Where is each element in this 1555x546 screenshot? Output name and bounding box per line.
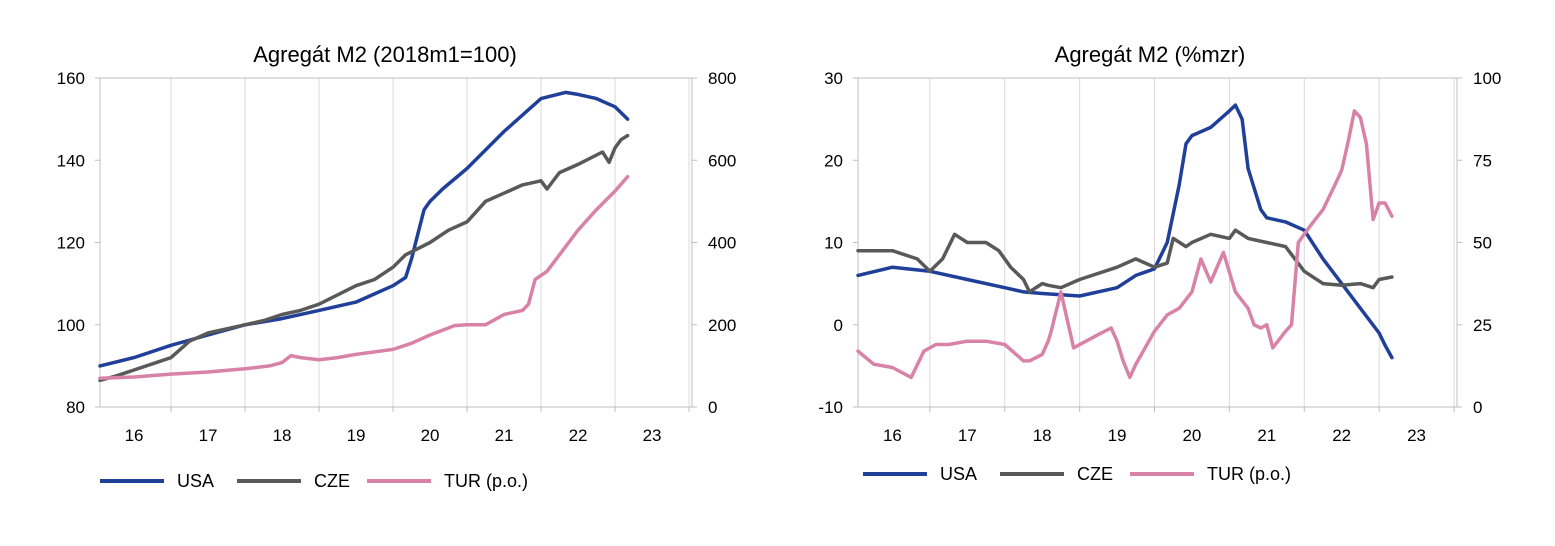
chart-panel-m2-index: Agregát M2 (2018m1=100) 80 100 120 140 160 0 2… — [57, 42, 737, 491]
y2-tick-label: 25 — [1473, 316, 1492, 335]
x-tick-label: 20 — [421, 426, 440, 445]
x-tick-label: 23 — [1407, 426, 1426, 445]
y-tick-label: 140 — [57, 151, 85, 170]
x-tick-label: 20 — [1182, 426, 1201, 445]
x-tick-label: 17 — [958, 426, 977, 445]
y-tick-label: 100 — [57, 316, 85, 335]
y2-tick-label: 0 — [708, 398, 717, 417]
x-tick-label: 21 — [495, 426, 514, 445]
y2-tick-label: 600 — [708, 151, 736, 170]
legend-label-usa: USA — [177, 471, 214, 491]
series-line-tur — [856, 109, 1394, 380]
x-tick-label: 22 — [1332, 426, 1351, 445]
x-tick-label: 16 — [125, 426, 144, 445]
y2-tick-label: 0 — [1473, 398, 1482, 417]
y2-tick-label: 200 — [708, 316, 736, 335]
legend-label-usa: USA — [940, 464, 977, 484]
y-tick-label: 80 — [66, 398, 85, 417]
series-line-tur — [98, 174, 630, 380]
y-tick-label: -10 — [818, 398, 843, 417]
plot-frame — [99, 77, 693, 408]
x-tick-label: 17 — [199, 426, 218, 445]
legend-label-cze: CZE — [314, 471, 350, 491]
series-line-usa — [856, 103, 1394, 360]
chart-panel-m2-growth: Agregát M2 (%mzr) -10 0 10 20 30 0 25 50 75 100 16… — [818, 42, 1501, 484]
y2-tick-label: 100 — [1473, 69, 1501, 88]
x-tick-label: 23 — [643, 426, 662, 445]
x-tick-label: 18 — [1033, 426, 1052, 445]
series-line-cze — [98, 133, 630, 383]
y2-tick-label: 800 — [708, 69, 736, 88]
plot-frame — [857, 77, 1458, 408]
y-tick-label: 160 — [57, 69, 85, 88]
y-tick-label: 20 — [824, 151, 843, 170]
x-tick-label: 19 — [1108, 426, 1127, 445]
x-tick-label: 19 — [347, 426, 366, 445]
y-tick-label: 0 — [834, 316, 843, 335]
y2-tick-label: 50 — [1473, 234, 1492, 253]
x-tick-label: 16 — [883, 426, 902, 445]
series-line-usa — [98, 90, 630, 368]
legend-label-tur: TUR (p.o.) — [444, 471, 528, 491]
y2-tick-label: 75 — [1473, 151, 1492, 170]
chart-title-m2-growth: Agregát M2 (%mzr) — [1055, 42, 1246, 67]
legend-label-cze: CZE — [1077, 464, 1113, 484]
chart-title-m2-index: Agregát M2 (2018m1=100) — [253, 42, 517, 67]
y-tick-label: 10 — [824, 234, 843, 253]
y-tick-label: 30 — [824, 69, 843, 88]
legend-label-tur: TUR (p.o.) — [1207, 464, 1291, 484]
x-tick-label: 22 — [569, 426, 588, 445]
y-tick-label: 120 — [57, 234, 85, 253]
series-line-cze — [856, 228, 1394, 294]
y2-tick-label: 400 — [708, 234, 736, 253]
x-tick-label: 21 — [1257, 426, 1276, 445]
x-tick-label: 18 — [273, 426, 292, 445]
